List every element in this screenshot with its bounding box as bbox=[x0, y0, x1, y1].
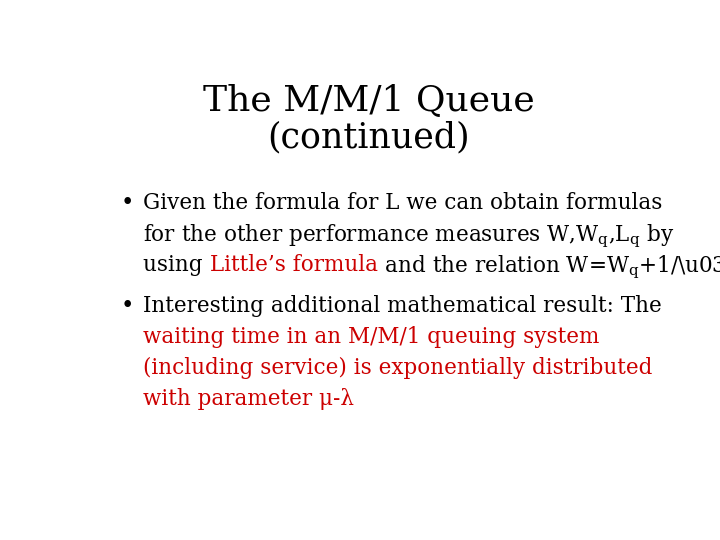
Text: for the other performance measures W,W$_{\mathregular{q}}$,L$_{\mathregular{q}}$: for the other performance measures W,W$_… bbox=[143, 223, 675, 250]
Text: waiting time in an M/M/1 queuing system
(including service) is exponentially dis: waiting time in an M/M/1 queuing system … bbox=[143, 326, 652, 409]
Text: Little’s formula: Little’s formula bbox=[210, 254, 377, 276]
Text: The M/M/1 Queue: The M/M/1 Queue bbox=[203, 84, 535, 118]
Text: using: using bbox=[143, 254, 210, 276]
Text: Interesting additional mathematical result: The: Interesting additional mathematical resu… bbox=[143, 294, 662, 316]
Text: and the relation W=W$_{\mathregular{q}}$+1/\u03bc: and the relation W=W$_{\mathregular{q}}$… bbox=[377, 254, 720, 281]
Text: •: • bbox=[121, 294, 134, 316]
Text: (continued): (continued) bbox=[268, 121, 470, 155]
Text: •: • bbox=[121, 192, 134, 214]
Text: Given the formula for L we can obtain formulas: Given the formula for L we can obtain fo… bbox=[143, 192, 662, 214]
